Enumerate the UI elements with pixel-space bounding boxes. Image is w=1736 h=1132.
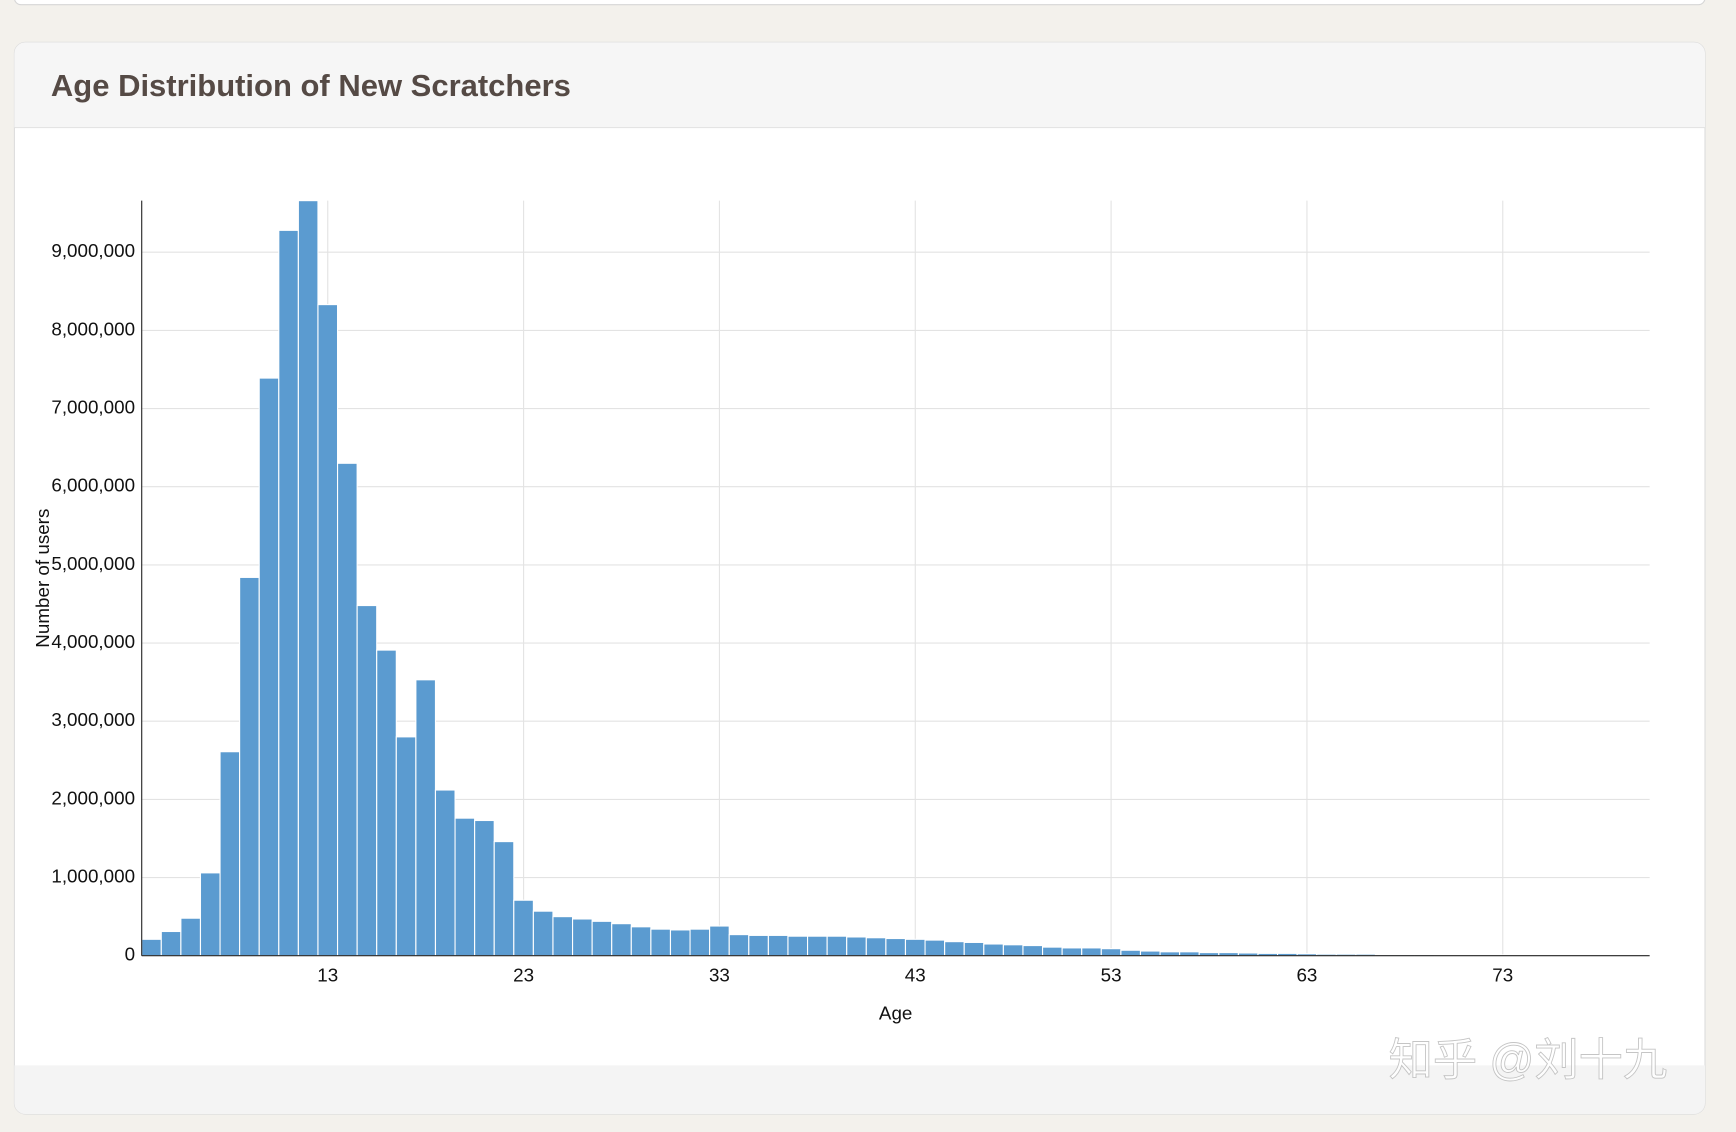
bar xyxy=(376,649,397,957)
bar xyxy=(689,928,711,957)
bar xyxy=(571,918,593,957)
bar xyxy=(806,935,828,957)
card-header xyxy=(14,42,1706,128)
bar xyxy=(846,936,867,957)
y-tick-label: 8,000,000 xyxy=(51,318,135,339)
bar xyxy=(395,736,417,957)
x-tick-label: 53 xyxy=(1101,965,1122,986)
x-tick-label: 13 xyxy=(317,965,338,986)
bar xyxy=(415,679,437,957)
bar xyxy=(160,930,182,957)
bar xyxy=(669,929,691,957)
y-tick-label: 1,000,000 xyxy=(51,866,135,887)
bar xyxy=(454,817,476,957)
bar xyxy=(630,926,652,957)
bar xyxy=(317,304,339,957)
bar xyxy=(1022,944,1044,957)
bar xyxy=(1159,951,1181,957)
bar xyxy=(278,229,299,957)
y-tick-label: 7,000,000 xyxy=(51,397,135,418)
y-tick-label: 5,000,000 xyxy=(51,553,135,574)
bar xyxy=(513,899,534,957)
bar xyxy=(258,377,280,957)
y-axis-label: Number of users xyxy=(32,509,53,648)
y-tick-label: 3,000,000 xyxy=(51,709,135,730)
bar xyxy=(787,935,809,957)
bar xyxy=(904,938,926,957)
y-tick-label: 9,000,000 xyxy=(51,240,135,261)
bar xyxy=(826,935,848,957)
bar xyxy=(1002,944,1024,957)
bar xyxy=(924,939,946,957)
bar xyxy=(767,934,789,957)
bar xyxy=(865,937,887,957)
bar xyxy=(493,841,515,957)
bar xyxy=(552,916,574,957)
y-tick-label: 2,000,000 xyxy=(51,787,135,808)
chart-title: Age Distribution of New Scratchers xyxy=(51,68,571,103)
bar xyxy=(1139,950,1161,957)
bar xyxy=(532,910,554,957)
bar xyxy=(611,923,632,957)
x-tick-label: 33 xyxy=(709,965,730,986)
bar xyxy=(748,934,769,957)
bar xyxy=(1061,947,1083,957)
y-tick-label: 0 xyxy=(125,944,135,965)
bar xyxy=(963,941,985,957)
bar xyxy=(944,941,965,957)
bar xyxy=(219,751,241,957)
x-tick-label: 63 xyxy=(1296,965,1317,986)
bar xyxy=(239,576,260,957)
bar xyxy=(885,937,907,957)
bar xyxy=(709,925,730,957)
bar xyxy=(180,917,202,957)
y-tick-label: 4,000,000 xyxy=(51,631,135,652)
bar xyxy=(297,200,319,957)
card-footer xyxy=(14,1065,1706,1115)
bar xyxy=(1179,951,1200,957)
bar xyxy=(356,604,378,957)
x-tick-label: 43 xyxy=(905,965,926,986)
x-axis-label: Age xyxy=(879,1002,912,1023)
previous-card xyxy=(14,0,1706,6)
bar xyxy=(591,920,613,957)
bar xyxy=(1100,948,1122,957)
y-tick-label: 6,000,000 xyxy=(51,475,135,496)
bar xyxy=(474,819,495,957)
bar xyxy=(650,928,672,957)
bar xyxy=(141,938,162,957)
plot-area: 0 1,000,000 2,000,000 3,000,000 4,000,000 5,0… xyxy=(51,200,1651,986)
bar xyxy=(199,872,221,957)
bar xyxy=(728,934,750,957)
watermark: 知乎 @刘十九 xyxy=(1389,1036,1668,1085)
bar xyxy=(983,943,1004,957)
bar xyxy=(1042,946,1063,957)
bar xyxy=(1081,947,1102,957)
bar xyxy=(434,789,456,957)
x-tick-label: 73 xyxy=(1492,965,1513,986)
x-tick-label: 23 xyxy=(513,965,534,986)
bar xyxy=(1120,949,1142,957)
bar xyxy=(336,462,358,957)
